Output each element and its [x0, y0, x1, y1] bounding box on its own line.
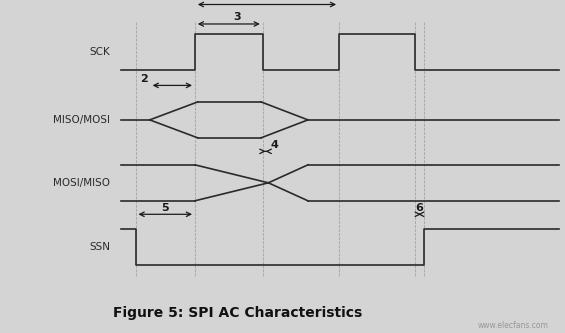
- Text: Figure 5: SPI AC Characteristics: Figure 5: SPI AC Characteristics: [112, 306, 362, 320]
- Text: www.elecfans.com: www.elecfans.com: [477, 321, 548, 330]
- Text: 2: 2: [140, 74, 148, 84]
- Text: SSN: SSN: [89, 242, 110, 252]
- Text: 1: 1: [263, 0, 271, 2]
- Text: SCK: SCK: [89, 47, 110, 58]
- Text: 6: 6: [416, 203, 423, 213]
- Text: MISO/MOSI: MISO/MOSI: [53, 115, 110, 125]
- Text: 3: 3: [233, 12, 241, 22]
- Text: MOSI/MISO: MOSI/MISO: [53, 178, 110, 188]
- Text: 4: 4: [270, 140, 278, 150]
- Text: 5: 5: [162, 203, 169, 213]
